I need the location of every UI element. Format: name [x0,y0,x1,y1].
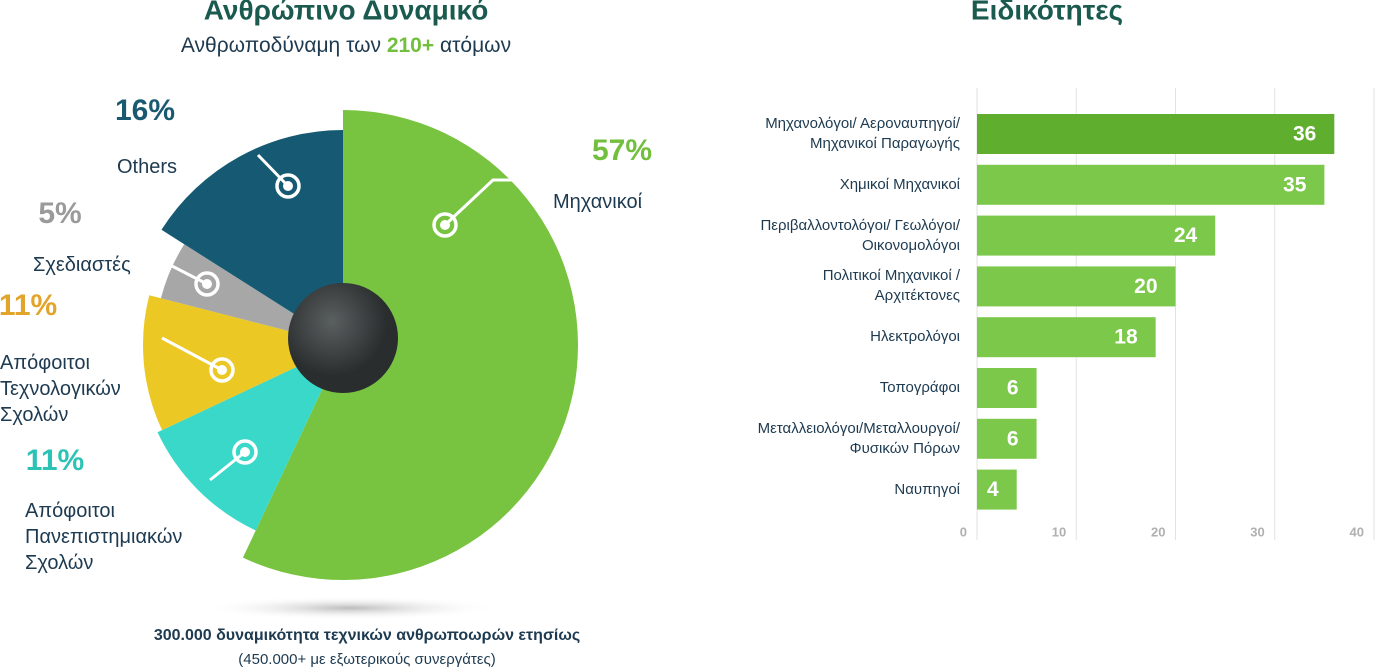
shadow [200,596,500,620]
bar [977,317,1156,358]
icon-dot [202,279,212,289]
category-label: Others [117,156,178,178]
bar-value-label: 35 [1283,173,1307,196]
bar [977,266,1176,307]
leader-line [171,264,208,286]
bar-value-label: 24 [1174,224,1198,247]
chart-subtitle: Ανθρωποδύναμη των 210+ ατόμων [181,34,511,57]
category-label: Μεταλλειολόγοι/Μεταλλουργοί/ Φυσικών Πόρ… [757,419,960,457]
bar [977,215,1216,256]
annotation: 300.000 δυναμικότητα τεχνικών ανθρωποωρώ… [154,627,580,644]
bar-value-label: 6 [1007,427,1019,450]
chart-title: Ειδικότητες [971,0,1123,25]
pie-hub [288,283,398,393]
icon-ring [432,212,458,238]
icon-ring [209,357,235,383]
bar-value-label: 18 [1114,326,1138,349]
bar [977,368,1037,408]
leader-line [256,153,290,188]
pie-slice [242,110,579,580]
subtitle-part: 210+ [387,34,434,57]
category-label: Πολιτικοί Μηχανικοί / Αρχιτέκτονες [822,267,960,305]
icon-dot [240,447,250,457]
subtitle-part: ατόμων [434,34,511,57]
value-label: 16% [115,94,175,127]
icon-dot [283,181,293,191]
bar-value-label: 20 [1134,275,1157,298]
x-tick-label: 40 [1350,524,1364,539]
x-tick-label: 30 [1250,524,1264,539]
category-label: Ηλεκτρολόγοι [870,328,960,346]
bar-value-label: 36 [1293,123,1316,146]
bar-value-label: 6 [1007,377,1019,400]
x-tick-label: 10 [1052,524,1066,539]
x-tick-label: 0 [960,524,967,539]
category-label: Τοπογράφοι [879,379,960,396]
chart-title: Ανθρώπινο Δυναμικό [204,0,489,25]
value-label: 57% [592,134,652,167]
icon-dot [217,365,227,375]
icon-dot [440,220,450,230]
category-label: Μηχανολόγοι/ Αεροναυπηγοί/ Μηχανικοί Παρ… [765,115,960,152]
category-label: Απόφοιτοι Πανεπιστημιακών Σχολών [25,500,183,574]
x-tick-label: 20 [1151,524,1165,539]
category-label: Ναυπηγοί [894,480,960,498]
bar [977,469,1017,510]
leader-line [443,178,540,227]
icon-ring [232,439,258,465]
value-label: 5% [38,197,81,230]
pie-slice [157,345,343,531]
bar [977,164,1325,205]
bar-value-label: 4 [987,478,999,501]
category-label: Μηχανικοί [553,191,643,213]
value-label: 11% [0,289,57,322]
subtitle-part: Ανθρωποδύναμη των [181,34,387,57]
value-label: 11% [26,444,84,477]
annotation: (450.000+ με εξωτερικούς συνεργάτες) [238,651,495,668]
leader-line [209,450,246,482]
bar [977,418,1037,459]
category-label: Σχεδιαστές [33,254,131,276]
icon-ring [194,271,220,297]
category-label: Χημικοί Μηχανικοί [839,175,960,193]
icon-ring [275,173,301,199]
bar [977,114,1335,154]
category-label: Απόφοιτοι Τεχνολογικών Σχολών [0,352,121,426]
pie-slice [143,295,343,431]
category-label: Περιβαλλοντολόγοι/ Γεωλόγοι/ Οικονομολόγ… [760,216,960,254]
